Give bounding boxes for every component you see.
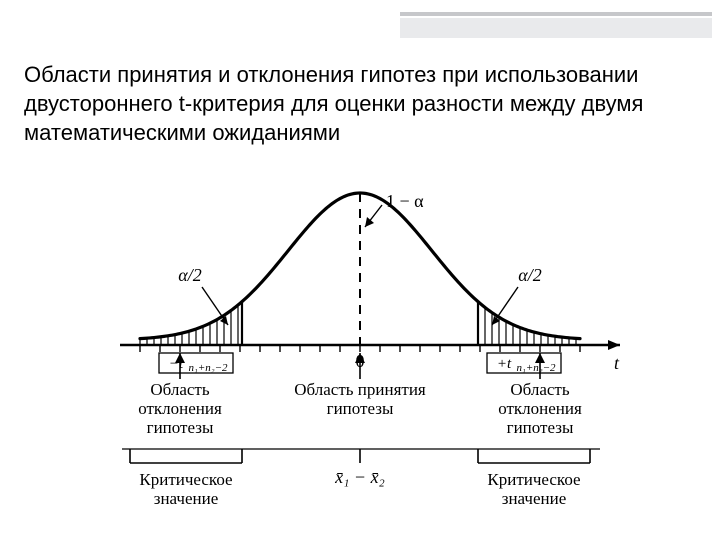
bell-curve-diagram: tα/2α/21 − α0−tn₁+n₂−2+tn₁+n₂−2Областьот… <box>60 175 660 505</box>
svg-text:значение: значение <box>502 489 567 505</box>
slide: Области принятия и отклонения гипотез пр… <box>0 0 720 540</box>
svg-text:Критическое: Критическое <box>487 470 580 489</box>
svg-text:n₁+n₂−2: n₁+n₂−2 <box>189 362 228 374</box>
svg-text:отклонения: отклонения <box>138 399 222 418</box>
header-decoration <box>400 12 712 44</box>
svg-text:гипотезы: гипотезы <box>327 399 394 418</box>
svg-text:Область: Область <box>150 380 210 399</box>
svg-text:x̄₁ − x̄₂: x̄₁ − x̄₂ <box>334 467 385 487</box>
svg-text:α/2: α/2 <box>518 265 541 285</box>
deco-bar-dark <box>400 12 712 16</box>
svg-text:Критическое: Критическое <box>139 470 232 489</box>
svg-text:гипотезы: гипотезы <box>147 418 214 437</box>
svg-text:1 − α: 1 − α <box>386 191 424 211</box>
figure: tα/2α/21 − α0−tn₁+n₂−2+tn₁+n₂−2Областьот… <box>60 175 660 505</box>
svg-text:гипотезы: гипотезы <box>507 418 574 437</box>
svg-text:n₁+n₂−2: n₁+n₂−2 <box>517 362 556 374</box>
svg-text:+t: +t <box>497 356 512 372</box>
svg-text:t: t <box>614 353 620 373</box>
svg-text:α/2: α/2 <box>178 265 201 285</box>
deco-bar-light <box>400 18 712 38</box>
svg-text:Область принятия: Область принятия <box>294 380 426 399</box>
slide-title: Области принятия и отклонения гипотез пр… <box>24 60 704 147</box>
svg-text:значение: значение <box>154 489 219 505</box>
svg-text:отклонения: отклонения <box>498 399 582 418</box>
svg-text:Область: Область <box>510 380 570 399</box>
